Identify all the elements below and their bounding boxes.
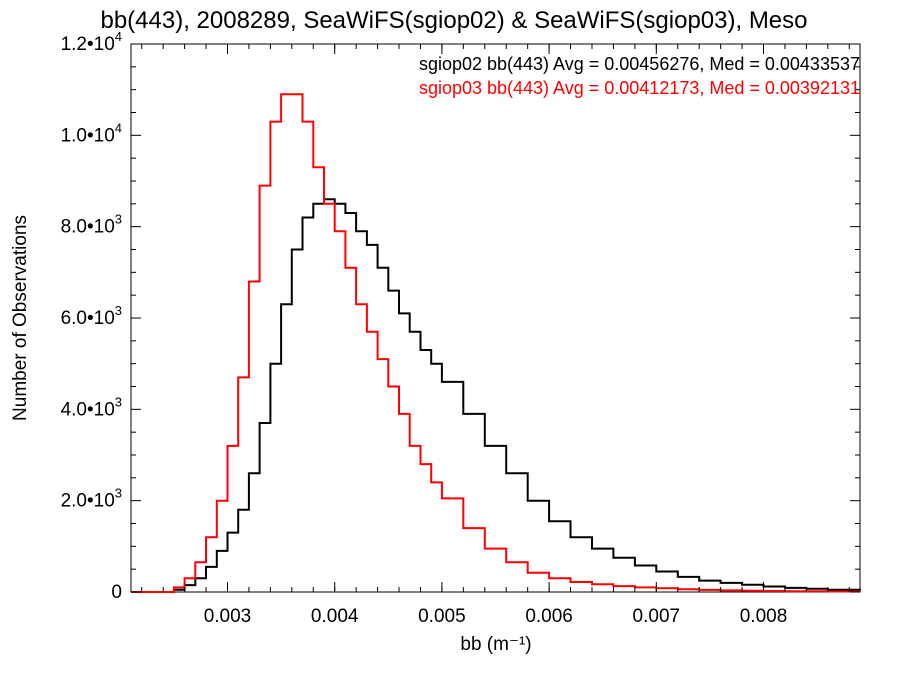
y-tick-label-4: 8.0•103 <box>61 212 122 238</box>
annotation-sgiop03: sgiop03 bb(443) Avg = 0.00412173, Med = … <box>419 78 860 98</box>
tick-layer: 0.003 0.004 0.005 0.006 0.007 0.008 0 2.0•103 4.… <box>61 29 860 627</box>
y-tick-label-1: 2.0•103 <box>61 486 122 512</box>
x-tick-label-5: 0.008 <box>740 606 788 627</box>
y-tick-label-5: 1.0•104 <box>61 120 122 146</box>
x-tick-label-3: 0.006 <box>525 606 573 627</box>
x-tick-label-0: 0.003 <box>204 606 252 627</box>
y-tick-label-2: 4.0•103 <box>61 394 122 420</box>
y-axis-label: Number of Observations <box>10 215 31 421</box>
y-tick-label-0: 0 <box>111 582 122 603</box>
y-tick-label-6: 1.2•104 <box>61 29 122 55</box>
series-0-line <box>131 198 861 593</box>
x-tick-label-4: 0.007 <box>633 606 681 627</box>
annotation-sgiop02: sgiop02 bb(443) Avg = 0.00456276, Med = … <box>419 54 860 74</box>
x-tick-label-2: 0.005 <box>418 606 466 627</box>
chart-title: bb(443), 2008289, SeaWiFS(sgiop02) & Sea… <box>100 7 807 34</box>
y-tick-label-3: 6.0•103 <box>61 303 122 329</box>
plot-area: 0.003 0.004 0.005 0.006 0.007 0.008 0 2.0•103 4.… <box>61 29 861 627</box>
series-layer <box>131 93 861 593</box>
x-tick-label-1: 0.004 <box>311 606 359 627</box>
series-1-line <box>131 93 860 593</box>
x-axis-label: bb (m⁻¹) <box>460 634 531 655</box>
